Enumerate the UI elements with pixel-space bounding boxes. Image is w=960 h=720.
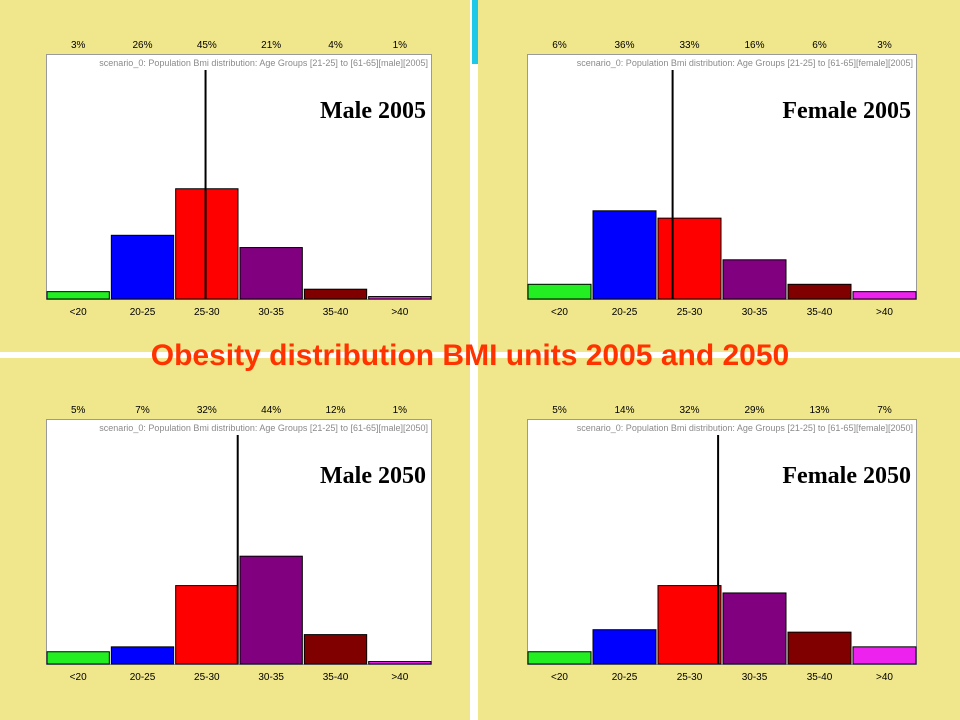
plot-area [46,54,432,300]
chart-subtitle: scenario_0: Population Bmi distribution:… [99,58,428,68]
bar-35-40 [787,283,852,300]
category-tick-label: 20-25 [612,672,638,683]
category-tick-label: <20 [551,307,568,318]
bar-25-30 [657,585,722,665]
bar-30-35 [722,259,787,300]
percent-label: 6% [552,40,567,51]
chart-subtitle: scenario_0: Population Bmi distribution:… [577,58,913,68]
bar-20-25 [592,210,657,300]
percent-label: 33% [679,40,699,51]
bar-gt40 [852,291,917,300]
bar-30-35 [239,555,303,665]
percent-label: 21% [261,40,281,51]
chart-male-2050: 5% 7% 32% 44% 12% 1% scenario_0: Population Bm… [46,405,432,683]
category-tick-label: 20-25 [612,307,638,318]
bar-35-40 [787,631,852,665]
percent-label: 29% [744,405,764,416]
percent-label: 7% [135,405,150,416]
percent-label: 6% [812,40,827,51]
percent-label: 5% [552,405,567,416]
plot-area [527,419,917,665]
category-tick-label: 35-40 [323,307,349,318]
percent-label: 26% [132,40,152,51]
category-tick-label: >40 [391,672,408,683]
bar-30-35 [239,247,303,300]
bar-lt20 [527,283,592,300]
category-tick-label: 30-35 [258,672,284,683]
category-tick-label: 20-25 [130,672,156,683]
category-tick-label: <20 [551,672,568,683]
chart-label: Female 2050 [782,463,911,489]
bar-gt40 [852,646,917,665]
category-tick-label: 25-30 [677,672,703,683]
chart-label: Male 2005 [320,98,426,124]
plot-area [527,54,917,300]
category-tick-label: 25-30 [194,307,220,318]
quadrant-divider-vertical [470,0,478,720]
category-tick-label: 30-35 [742,307,768,318]
percent-label: 4% [328,40,343,51]
bar-20-25 [110,646,175,665]
bar-lt20 [527,651,592,665]
accent-bar [472,0,478,64]
percent-label: 12% [325,405,345,416]
percent-label: 36% [614,40,634,51]
bar-25-30 [175,585,239,665]
percent-label: 3% [71,40,86,51]
percent-label: 1% [393,405,408,416]
chart-label: Male 2050 [320,463,426,489]
percent-label: 44% [261,405,281,416]
category-tick-label: >40 [876,672,893,683]
bar-lt20 [46,651,110,665]
percent-label: 7% [877,405,892,416]
chart-label: Female 2005 [782,98,911,124]
percent-label: 32% [197,405,217,416]
bar-gt40 [368,661,432,665]
chart-female-2005: 6% 36% 33% 16% 6% 3% scenario_0: Population Bm… [527,40,917,318]
bar-30-35 [722,592,787,665]
bar-25-30 [657,217,722,300]
bar-20-25 [110,234,175,300]
category-tick-label: 30-35 [258,307,284,318]
category-tick-label: <20 [70,307,87,318]
quadrant-divider-horizontal [0,352,960,358]
bar-35-40 [303,634,368,665]
category-tick-label: 35-40 [323,672,349,683]
category-tick-label: 35-40 [807,672,833,683]
percent-label: 32% [679,405,699,416]
chart-male-2005: 3% 26% 45% 21% 4% 1% scenario_0: Population Bm… [46,40,432,318]
category-tick-label: >40 [391,307,408,318]
percent-label: 13% [809,405,829,416]
percent-label: 14% [614,405,634,416]
percent-label: 1% [393,40,408,51]
percent-label: 3% [877,40,892,51]
bar-gt40 [368,296,432,300]
chart-subtitle: scenario_0: Population Bmi distribution:… [577,423,913,433]
percent-label: 16% [744,40,764,51]
plot-area [46,419,432,665]
slide-title: Obesity distribution BMI units 2005 and … [150,339,790,372]
category-tick-label: 20-25 [130,307,156,318]
bar-lt20 [46,291,110,300]
chart-subtitle: scenario_0: Population Bmi distribution:… [99,423,428,433]
category-tick-label: 25-30 [677,307,703,318]
bar-25-30 [175,188,239,300]
category-tick-label: 25-30 [194,672,220,683]
percent-label: 5% [71,405,86,416]
percent-label: 45% [197,40,217,51]
category-tick-label: <20 [70,672,87,683]
category-tick-label: 30-35 [742,672,768,683]
bar-35-40 [303,288,368,300]
category-tick-label: >40 [876,307,893,318]
bar-20-25 [592,629,657,665]
chart-female-2050: 5% 14% 32% 29% 13% 7% scenario_0: Population B… [527,405,917,683]
category-tick-label: 35-40 [807,307,833,318]
